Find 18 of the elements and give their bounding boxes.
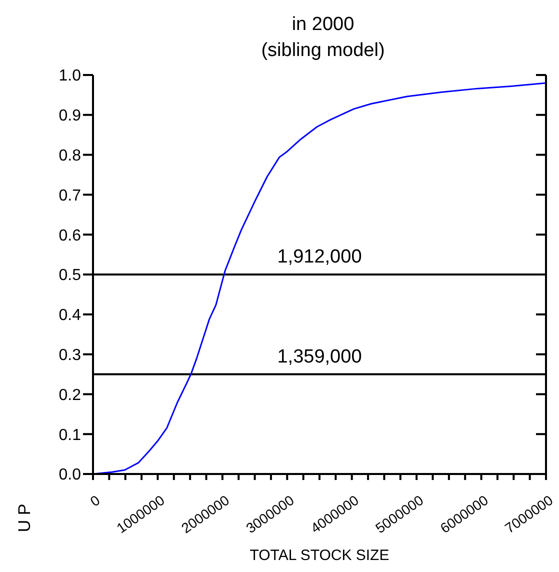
y-tick-label: 0.8	[58, 147, 82, 164]
y-tick-label: 1.0	[58, 68, 82, 85]
y-tick-label: 0.0	[58, 466, 82, 484]
chart-title: in 2000	[290, 13, 356, 37]
y-axis-title: U P	[15, 503, 35, 533]
chart-subtitle: (sibling model)	[260, 39, 386, 63]
x-axis-title: TOTAL STOCK SIZE	[250, 547, 390, 564]
y-tick-label: 0.6	[58, 227, 82, 244]
annotation: 1,912,000	[277, 246, 362, 268]
y-tick-label: 0.1	[58, 426, 82, 444]
y-tick-label: 0.2	[58, 386, 82, 404]
y-tick-label: 0.7	[58, 187, 82, 204]
y-tick-label: 0.5	[58, 267, 82, 284]
annotation: 1,359,000	[277, 346, 362, 368]
y-tick-label: 0.3	[58, 346, 82, 364]
y-tick-label: 0.4	[58, 307, 82, 324]
x-tick-label: 0	[87, 492, 103, 510]
y-tick-label: 0.9	[58, 108, 82, 125]
